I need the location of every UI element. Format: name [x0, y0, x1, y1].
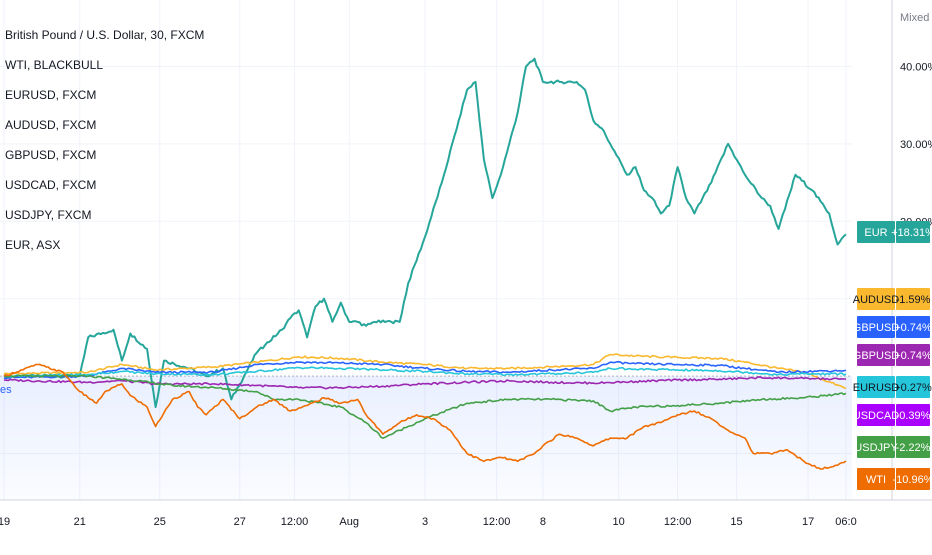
badge-value: -10.96% [893, 474, 932, 486]
series-line-eur[interactable] [3, 57, 847, 409]
badge-value-bg [896, 288, 930, 310]
x-tick-label: 25 [154, 516, 166, 528]
x-tick-label: 17 [802, 516, 814, 528]
badge-value-bg [896, 221, 930, 243]
series-group [3, 57, 847, 470]
x-tick-label: 21 [74, 516, 86, 528]
price-badge-gbpusd[interactable]: GBPUSD+0.74% [853, 316, 932, 338]
badge-value-bg [896, 376, 930, 398]
badge-label: WTI [866, 474, 886, 486]
badge-value: -2.22% [896, 442, 931, 454]
legend-item-gbpusd[interactable]: GBPUSD, FXCM [5, 148, 97, 162]
price-badge-wti[interactable]: WTI -10.96% [857, 468, 932, 490]
badge-label: GBPUSD [853, 322, 900, 334]
baseline-area-fill [0, 376, 852, 500]
badge-label: USDCAD [853, 410, 900, 422]
badge-value-bg [896, 436, 930, 458]
x-tick-label: 10 [613, 516, 625, 528]
baseline-area [0, 375, 852, 500]
price-badge-audusd[interactable]: AUDUSD-1.59% [853, 288, 931, 310]
badge-value-bg [896, 468, 930, 490]
legend-item-usdjpy[interactable]: USDJPY, FXCM [5, 208, 92, 222]
badge-value: +18.31% [891, 227, 932, 239]
scale-mode-label[interactable]: Mixed [900, 12, 930, 24]
x-tick-label: 06:0 [835, 516, 856, 528]
series-line-wti[interactable] [3, 363, 847, 470]
badge-value-bg [896, 404, 930, 426]
series-line-gbpusd[interactable] [3, 376, 847, 390]
x-tick-label: 19 [0, 516, 10, 528]
price-badge-eur[interactable]: EUR +18.31% [857, 221, 932, 243]
badge-label: GBPUSD [853, 350, 900, 362]
badge-label: AUDUSD [853, 294, 900, 306]
x-tick-label: 12:00 [281, 516, 309, 528]
y-tick-label: 40.00% [900, 61, 932, 73]
badge-value: -0.39% [896, 410, 931, 422]
legend-item-eurusd[interactable]: EURUSD, FXCM [5, 88, 97, 102]
y-tick-label: 30.00% [900, 139, 932, 151]
series-line-audusd[interactable] [3, 353, 847, 390]
badge-value-bg [896, 344, 930, 366]
series-line-gbpusd[interactable] [3, 360, 847, 380]
series-line-usdjpy[interactable] [3, 374, 847, 439]
badge-label-bg [857, 376, 895, 398]
badge-label-bg [857, 316, 895, 338]
badge-value: +0.27% [894, 382, 932, 394]
badge-label-bg [857, 288, 895, 310]
badge-label: EUR [864, 227, 887, 239]
price-badge-eurusd[interactable]: EURUSD+0.27% [853, 376, 932, 398]
x-tick-label: 8 [540, 516, 546, 528]
badge-value: +0.74% [894, 350, 932, 362]
legend-item-gbpusd-main[interactable]: British Pound / U.S. Dollar, 30, FXCM [5, 28, 205, 42]
legend-item-usdcad[interactable]: USDCAD, FXCM [5, 178, 97, 192]
series-line-eurusd[interactable] [3, 366, 847, 378]
legend-item-wti[interactable]: WTI, BLACKBULL [5, 58, 104, 72]
badge-label-bg [857, 468, 895, 490]
x-tick-label: 12:00 [664, 516, 692, 528]
badge-value: +0.74% [894, 322, 932, 334]
x-tick-label: Aug [339, 516, 359, 528]
badge-value-bg [896, 316, 930, 338]
left-edge-fragment: es [0, 384, 12, 396]
price-badge-usdjpy[interactable]: USDJPY-2.22% [854, 436, 931, 458]
x-axis: 19 21 25 27 12:00 Aug 3 12:00 8 10 12:00 15 17 06:0 [0, 499, 932, 528]
legend-item-eur[interactable]: EUR, ASX [5, 238, 61, 252]
badge-label: EURUSD [853, 382, 900, 394]
x-tick-label: 15 [730, 516, 742, 528]
price-badge-usdcad[interactable]: USDCAD-0.39% [853, 404, 931, 426]
x-tick-label: 3 [422, 516, 428, 528]
price-badge-gbpusd[interactable]: GBPUSD+0.74% [853, 344, 932, 366]
legend-item-audusd[interactable]: AUDUSD, FXCM [5, 118, 97, 132]
badge-value: -1.59% [896, 294, 931, 306]
badge-label: USDJPY [854, 442, 898, 454]
x-tick-label: 27 [234, 516, 246, 528]
price-badges: EUR +18.31%AUDUSD-1.59%GBPUSD+0.74%GBPUSD… [853, 221, 932, 490]
x-tick-label: 12:00 [483, 516, 511, 528]
badge-label-bg [857, 221, 895, 243]
legend: British Pound / U.S. Dollar, 30, FXCM WT… [5, 20, 204, 260]
badge-label-bg [857, 436, 895, 458]
badge-label-bg [857, 344, 895, 366]
badge-label-bg [857, 404, 895, 426]
